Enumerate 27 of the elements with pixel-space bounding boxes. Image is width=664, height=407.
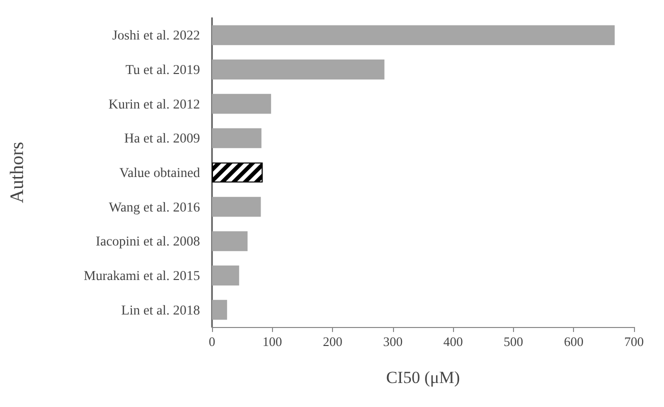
x-axis-title: CI50 (μM) [386,368,460,387]
x-tick-label: 700 [624,334,644,349]
x-tick-label: 300 [383,334,403,349]
bar [212,196,261,217]
bar [212,60,384,80]
y-tick-label: Tu et al. 2019 [125,62,200,77]
y-tick-label: Value obtained [119,165,200,180]
y-tick-label: Joshi et al. 2022 [112,28,200,43]
x-tick-label: 600 [564,334,584,349]
y-tick-label: Ha et al. 2009 [124,130,200,146]
y-tick-label: Murakami et al. 2015 [84,268,200,283]
bar [212,231,248,252]
bar [212,25,615,46]
x-tick-label: 200 [322,334,342,349]
x-tick-label: 100 [262,334,282,349]
x-tick-label: 0 [208,334,216,349]
x-tick-label: 500 [504,334,524,349]
y-tick-label: Lin et al. 2018 [121,302,200,318]
bar [212,300,228,320]
bar [212,94,272,114]
bar [212,128,262,148]
y-tick-label: Iacopini et al. 2008 [96,234,200,249]
y-tick-label: Kurin et al. 2012 [108,96,200,112]
y-axis-title: Authors [7,142,28,204]
bar [212,266,240,286]
y-tick-label: Wang et al. 2016 [108,199,200,214]
x-tick-label: 400 [443,334,463,349]
